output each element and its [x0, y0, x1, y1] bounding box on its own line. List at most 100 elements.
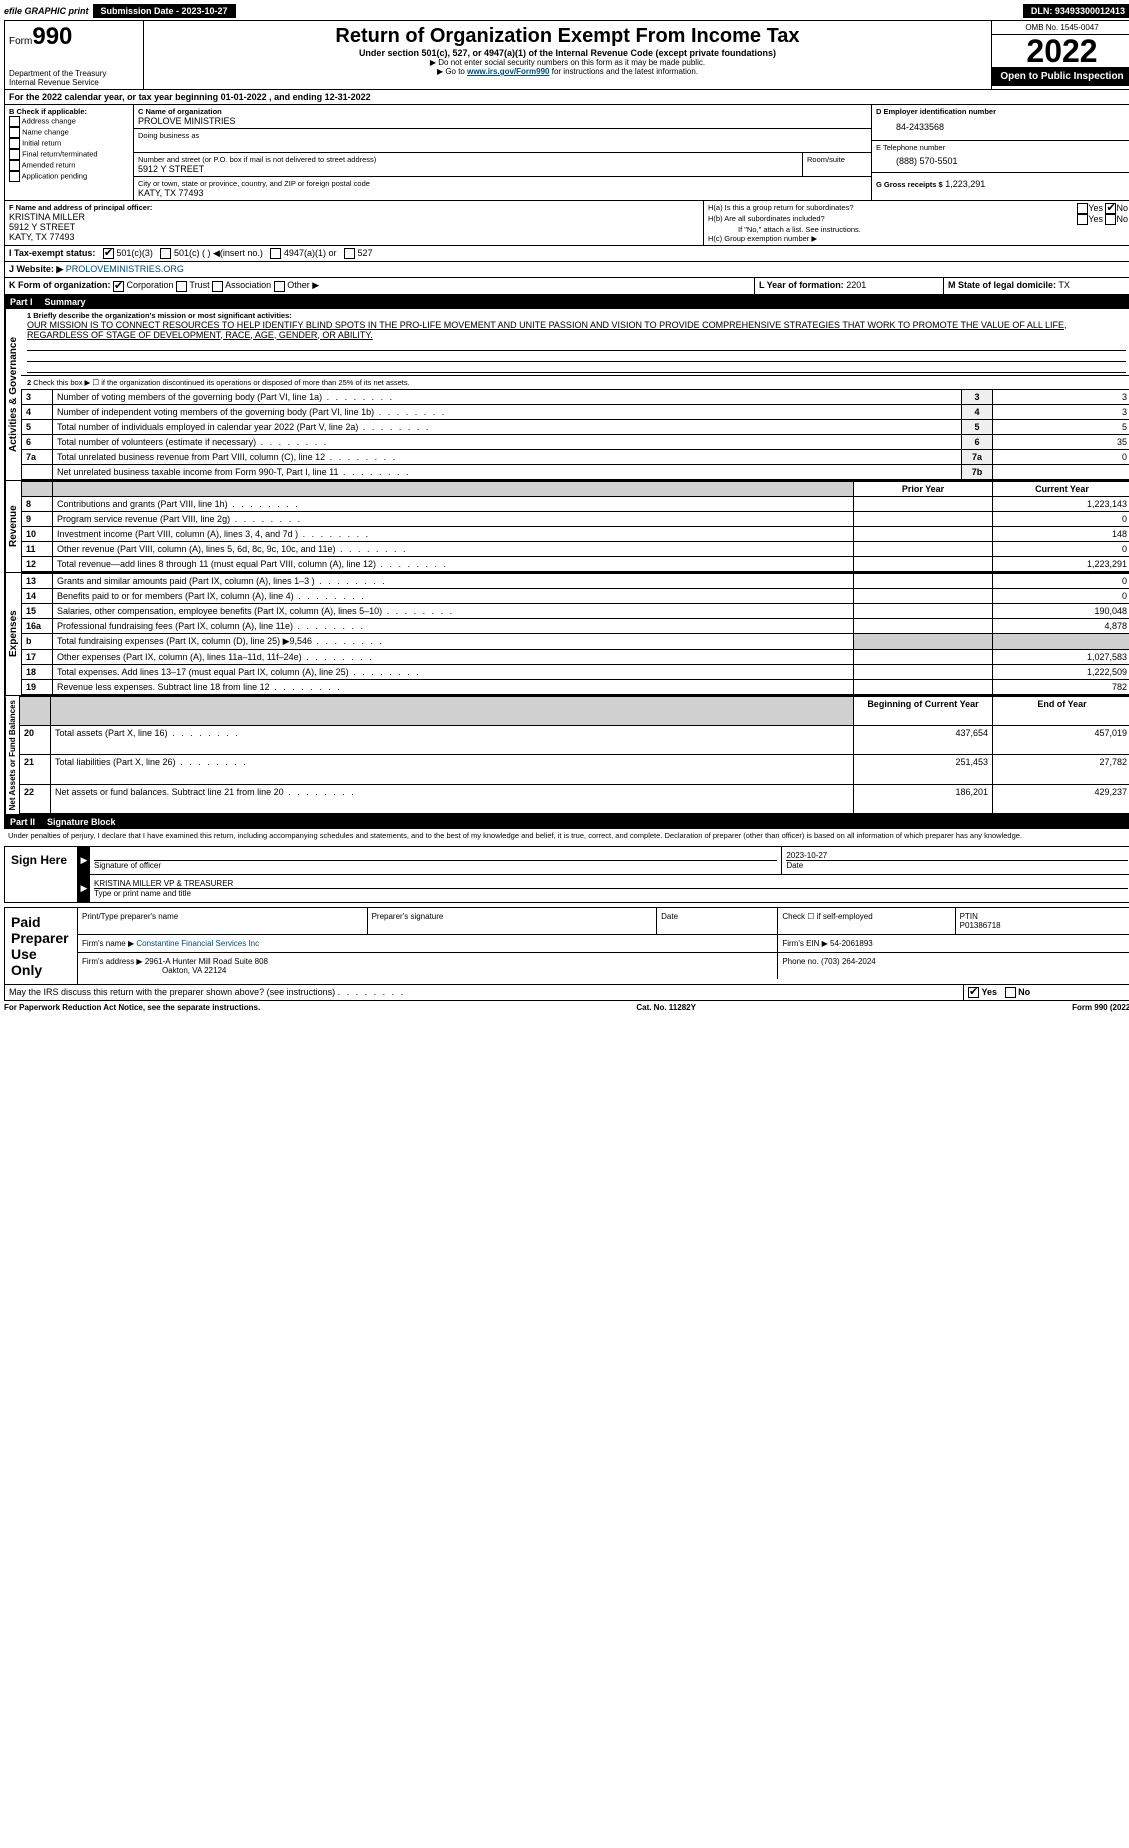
open-inspection: Open to Public Inspection — [992, 67, 1129, 86]
form-note2: ▶ Go to www.irs.gov/Form990 for instruct… — [148, 67, 987, 76]
sign-here-block: Sign Here ▶ Signature of officer 2023-10… — [4, 846, 1129, 903]
firm-name-link[interactable]: Constantine Financial Services Inc — [136, 939, 259, 948]
table-row: 10Investment income (Part VIII, column (… — [22, 526, 1129, 541]
initial-return-checkbox[interactable] — [9, 138, 20, 149]
table-row: 6Total number of volunteers (estimate if… — [22, 434, 1129, 449]
discuss-yes-checkbox[interactable] — [968, 987, 979, 998]
table-row: 17Other expenses (Part IX, column (A), l… — [22, 649, 1129, 664]
hb-no-checkbox[interactable] — [1105, 214, 1116, 225]
firm-addr1: 2961-A Hunter Mill Road Suite 808 — [145, 957, 268, 966]
table-row: 18Total expenses. Add lines 13–17 (must … — [22, 664, 1129, 679]
website-link[interactable]: PROLOVEMINISTRIES.ORG — [66, 264, 184, 274]
expenses-table: 13Grants and similar amounts paid (Part … — [21, 573, 1129, 695]
form-note1: ▶ Do not enter social security numbers o… — [148, 58, 987, 67]
table-row: bTotal fundraising expenses (Part IX, co… — [22, 633, 1129, 649]
revenue-table: Prior YearCurrent Year8Contributions and… — [21, 481, 1129, 572]
revenue-block: Revenue Prior YearCurrent Year8Contribut… — [4, 481, 1129, 573]
assoc-checkbox[interactable] — [212, 281, 223, 292]
hb-yes-checkbox[interactable] — [1077, 214, 1088, 225]
paid-preparer-block: Paid Preparer Use Only Print/Type prepar… — [4, 907, 1129, 985]
table-row: 16aProfessional fundraising fees (Part I… — [22, 618, 1129, 633]
dln: DLN: 93493300012413 — [1023, 4, 1129, 18]
table-row: 14Benefits paid to or for members (Part … — [22, 588, 1129, 603]
bcdeg-block: B Check if applicable: Address change Na… — [4, 105, 1129, 201]
ptin: P01386718 — [960, 921, 1128, 930]
header-right: OMB No. 1545-0047 2022 Open to Public In… — [991, 21, 1129, 89]
table-row: 7aTotal unrelated business revenue from … — [22, 449, 1129, 464]
netassets-table: Beginning of Current YearEnd of Year20To… — [19, 696, 1129, 814]
ein: 84-2433568 — [876, 116, 1128, 138]
table-row: 4Number of independent voting members of… — [22, 404, 1129, 419]
501c3-checkbox[interactable] — [103, 248, 114, 259]
table-row: 22Net assets or fund balances. Subtract … — [20, 784, 1129, 813]
table-row: 21Total liabilities (Part X, line 26)251… — [20, 755, 1129, 784]
box-deg: D Employer identification number 84-2433… — [872, 105, 1129, 200]
box-b: B Check if applicable: Address change Na… — [5, 105, 134, 200]
box-c: C Name of organization PROLOVE MINISTRIE… — [134, 105, 872, 200]
klm-block: K Form of organization: Corporation Trus… — [4, 278, 1129, 294]
state-domicile: TX — [1058, 280, 1070, 290]
ha-no-checkbox[interactable] — [1105, 203, 1116, 214]
app-pending-checkbox[interactable] — [9, 171, 20, 182]
header-mid: Return of Organization Exempt From Incom… — [144, 21, 991, 89]
ha-yes-checkbox[interactable] — [1077, 203, 1088, 214]
table-header-row: Beginning of Current YearEnd of Year — [20, 696, 1129, 725]
part1-body: Activities & Governance 1 Briefly descri… — [4, 309, 1129, 481]
dept-label: Department of the Treasury — [9, 69, 139, 78]
irs-label: Internal Revenue Service — [9, 78, 139, 87]
501c-checkbox[interactable] — [160, 248, 171, 259]
table-row: 20Total assets (Part X, line 16)437,6544… — [20, 725, 1129, 754]
sign-here-label: Sign Here — [5, 847, 78, 902]
perjury-text: Under penalties of perjury, I declare th… — [4, 829, 1129, 842]
box-h: H(a) Is this a group return for subordin… — [704, 201, 1129, 245]
table-row: 12Total revenue—add lines 8 through 11 (… — [22, 556, 1129, 571]
form-title: Return of Organization Exempt From Incom… — [148, 25, 987, 48]
table-header-row: Prior YearCurrent Year — [22, 481, 1129, 496]
irs-link[interactable]: www.irs.gov/Form990 — [467, 67, 549, 76]
trust-checkbox[interactable] — [176, 281, 187, 292]
table-row: 3Number of voting members of the governi… — [22, 389, 1129, 404]
box-j: J Website: ▶ PROLOVEMINISTRIES.ORG — [4, 262, 1129, 278]
form-subtitle: Under section 501(c), 527, or 4947(a)(1)… — [148, 48, 987, 58]
expenses-block: Expenses 13Grants and similar amounts pa… — [4, 573, 1129, 696]
other-checkbox[interactable] — [274, 281, 285, 292]
org-address: 5912 Y STREET — [138, 164, 798, 174]
sig-arrow-icon: ▶ — [78, 847, 90, 874]
revenue-label: Revenue — [5, 481, 21, 572]
expenses-label: Expenses — [5, 573, 21, 695]
governance-label: Activities & Governance — [5, 309, 21, 480]
firm-addr2: Oakton, VA 22124 — [82, 966, 226, 975]
addr-change-checkbox[interactable] — [9, 116, 20, 127]
form-header: Form990 Department of the Treasury Inter… — [4, 20, 1129, 90]
tax-year: 2022 — [992, 35, 1129, 67]
final-return-checkbox[interactable] — [9, 149, 20, 160]
officer-name: KRISTINA MILLER — [9, 212, 699, 222]
gross-receipts: 1,223,291 — [945, 179, 985, 189]
paid-preparer-label: Paid Preparer Use Only — [5, 908, 78, 984]
line-a: For the 2022 calendar year, or tax year … — [4, 90, 1129, 105]
sign-date: 2023-10-27 — [786, 851, 1128, 860]
name-change-checkbox[interactable] — [9, 127, 20, 138]
table-row: 15Salaries, other compensation, employee… — [22, 603, 1129, 618]
table-row: Net unrelated business taxable income fr… — [22, 464, 1129, 479]
part1-header: Part I Summary — [4, 295, 1129, 309]
signer-name: KRISTINA MILLER VP & TREASURER — [94, 879, 1128, 888]
corp-checkbox[interactable] — [113, 281, 124, 292]
phone: (888) 570-5501 — [876, 152, 1128, 170]
discuss-no-checkbox[interactable] — [1005, 987, 1016, 998]
527-checkbox[interactable] — [344, 248, 355, 259]
4947-checkbox[interactable] — [270, 248, 281, 259]
year-formation: 2201 — [846, 280, 866, 290]
header-left: Form990 Department of the Treasury Inter… — [5, 21, 144, 89]
line-a-text: For the 2022 calendar year, or tax year … — [5, 90, 1129, 104]
org-city: KATY, TX 77493 — [138, 188, 867, 198]
governance-table: 3Number of voting members of the governi… — [21, 389, 1129, 480]
amended-checkbox[interactable] — [9, 160, 20, 171]
netassets-block: Net Assets or Fund Balances Beginning of… — [4, 696, 1129, 815]
submission-date: Submission Date - 2023-10-27 — [93, 4, 236, 18]
page-footer: For Paperwork Reduction Act Notice, see … — [4, 1003, 1129, 1012]
table-row: 13Grants and similar amounts paid (Part … — [22, 573, 1129, 588]
table-row: 19Revenue less expenses. Subtract line 1… — [22, 679, 1129, 694]
org-name: PROLOVE MINISTRIES — [138, 116, 867, 126]
top-bar: efile GRAPHIC print Submission Date - 20… — [4, 4, 1129, 18]
